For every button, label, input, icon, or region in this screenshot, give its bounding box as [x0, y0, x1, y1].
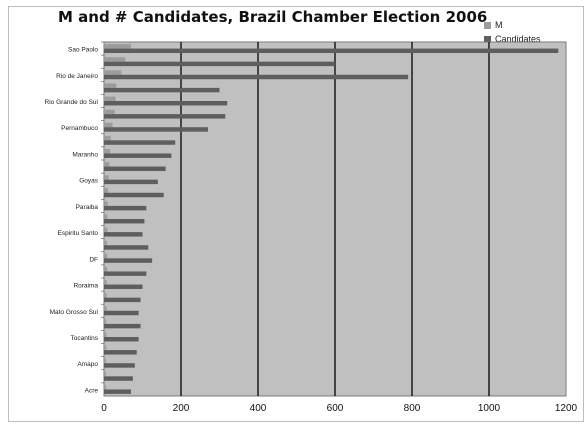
x-tick-label-0: 0 [101, 403, 107, 414]
bar-candidates-14 [104, 232, 143, 237]
bar-m-17 [104, 266, 108, 272]
bar-candidates-8 [104, 153, 172, 158]
y-tick-label-2: Rio de Janeiro [56, 73, 98, 80]
y-tick-label-14: Espiritu Santo [58, 230, 99, 237]
bar-m-10 [104, 175, 109, 180]
x-axis-labels: 0 200 400 600 800 1000 1200 [101, 403, 577, 414]
bar-candidates-23 [104, 350, 137, 355]
bar-m-25 [104, 371, 106, 377]
bar-candidates-20 [104, 310, 139, 316]
chart-title: M and # Candidates, Brazil Chamber Elect… [58, 8, 488, 26]
bar-m-0 [104, 44, 131, 49]
bar-m-8 [104, 148, 111, 154]
bar-m-19 [104, 293, 107, 298]
y-axis-labels: Sao Paolo Rio de Janeiro Rio Grande do Sul… [45, 41, 104, 394]
y-tick-label-8: Maranho [72, 151, 98, 158]
legend-label-m: M [495, 20, 503, 30]
bar-m-16 [104, 253, 108, 259]
bar-m-22 [104, 332, 107, 337]
bar-candidates-5 [104, 114, 226, 119]
y-tick-label-22: Tocantins [71, 335, 99, 342]
x-tick-label-2: 400 [250, 403, 267, 414]
bars [104, 44, 559, 394]
bar-m-7 [104, 135, 111, 141]
legend-swatch-m [484, 21, 491, 29]
y-tick-label-20: Mato Grosso Sul [50, 309, 99, 316]
bar-m-24 [104, 358, 106, 364]
y-tick-label-26: Acre [85, 387, 99, 394]
bar-m-11 [104, 188, 109, 193]
y-tick-label-16: DF [89, 256, 98, 263]
bar-candidates-16 [104, 258, 153, 263]
legend-swatch-candidates [484, 35, 491, 43]
bar-candidates-6 [104, 127, 208, 132]
bar-m-15 [104, 240, 108, 246]
bar-candidates-1 [104, 61, 335, 67]
bar-candidates-10 [104, 179, 158, 185]
bar-m-14 [104, 227, 108, 233]
y-tick-label-12: Paraiba [76, 204, 99, 211]
bar-m-20 [104, 306, 107, 311]
bar-candidates-17 [104, 271, 147, 276]
x-tick-label-6: 1200 [555, 403, 578, 414]
x-tick-label-3: 600 [327, 403, 344, 414]
bar-candidates-22 [104, 337, 139, 342]
bar-candidates-13 [104, 219, 145, 224]
bar-candidates-9 [104, 166, 166, 172]
bar-m-6 [104, 122, 113, 128]
bar-candidates-15 [104, 245, 149, 250]
bar-m-18 [104, 280, 107, 285]
y-tick-label-4: Rio Grande do Sul [45, 99, 99, 106]
y-tick-label-6: Pernambuco [61, 125, 98, 132]
x-tick-label-5: 1000 [478, 403, 501, 414]
bar-m-5 [104, 109, 115, 115]
bar-candidates-11 [104, 192, 164, 198]
bar-m-26 [104, 384, 106, 390]
y-tick-label-24: Amapo [77, 361, 98, 368]
bar-candidates-18 [104, 284, 143, 290]
legend-label-candidates: Candidates [495, 34, 541, 44]
bar-candidates-3 [104, 87, 220, 93]
bar-m-1 [104, 57, 126, 62]
x-tick-label-4: 800 [404, 403, 421, 414]
y-tick-label-10: Goyas [79, 178, 99, 185]
bar-m-3 [104, 83, 117, 88]
y-tick-label-18: Roraima [73, 283, 98, 290]
bar-candidates-19 [104, 297, 141, 303]
bar-m-4 [104, 96, 116, 101]
bar-m-12 [104, 201, 108, 206]
bar-candidates-2 [104, 74, 409, 80]
bar-candidates-21 [104, 323, 141, 329]
bar-candidates-7 [104, 140, 176, 145]
bar-candidates-24 [104, 363, 135, 368]
chart-legend: M Candidates [484, 18, 541, 46]
bar-m-23 [104, 345, 107, 351]
bar-m-2 [104, 70, 122, 75]
bar-candidates-12 [104, 205, 147, 211]
legend-item-m: M [484, 18, 541, 32]
bar-m-9 [104, 162, 110, 167]
bar-candidates-4 [104, 101, 228, 106]
y-tick-label-0: Sao Paolo [68, 47, 98, 54]
bar-candidates-25 [104, 376, 133, 381]
bar-candidates-0 [104, 48, 559, 54]
bar-m-21 [104, 319, 107, 324]
legend-item-candidates: Candidates [484, 32, 541, 46]
x-tick-label-1: 200 [173, 403, 190, 414]
bar-m-13 [104, 214, 108, 219]
bar-candidates-26 [104, 389, 131, 394]
